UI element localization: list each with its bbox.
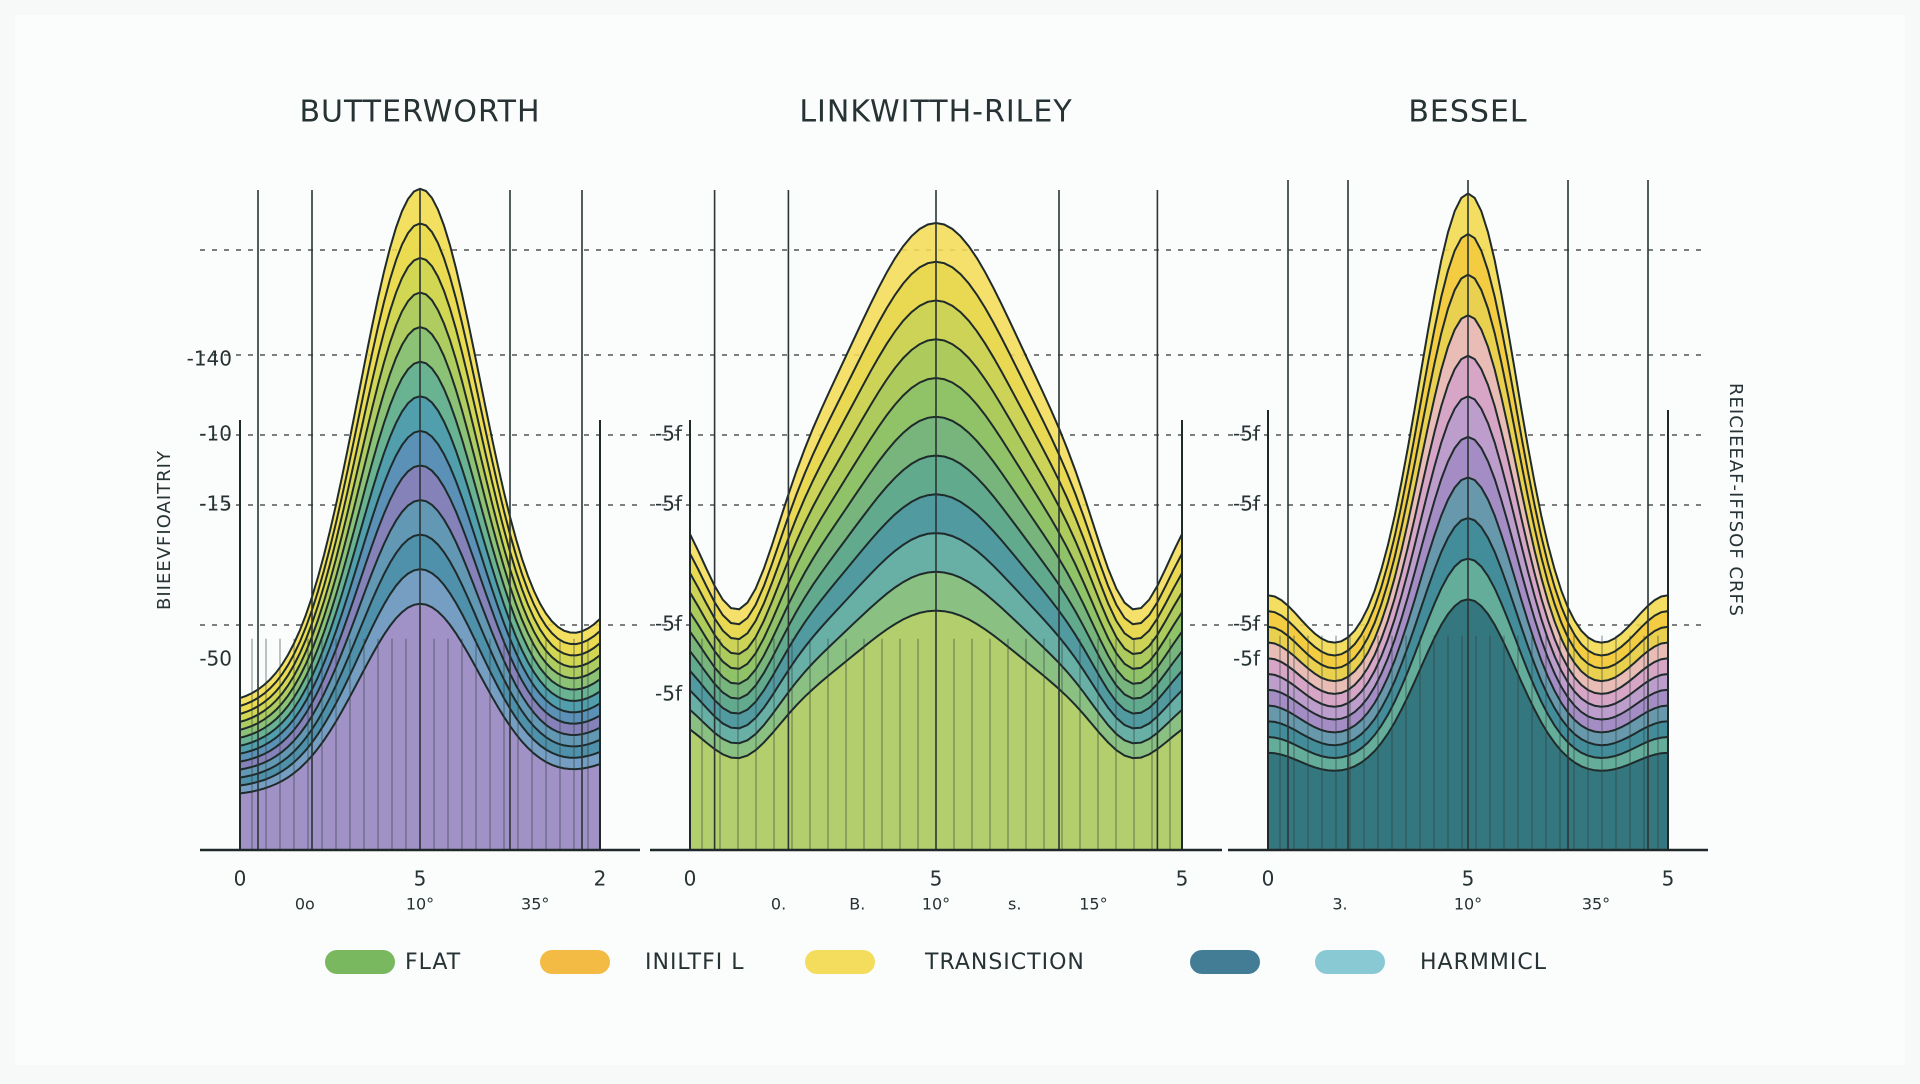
y-tick-label: -10 [199,422,232,446]
x-sublabel: 10° [1454,895,1482,914]
legend-swatch [1190,950,1260,974]
x-sublabel: 10° [922,895,950,914]
x-sublabel: 0. [771,895,786,914]
legend-label: HARMMICL [1420,950,1547,975]
y-axis-right: REICIEEAF-IFFSOF CRFS [1725,383,1746,617]
x-tick-label: 5 [1176,867,1189,891]
panel: BESSEL -5f -5f -5f -5f 0 5 5 3. 10° 35° [1228,95,1708,914]
x-sublabel: 15° [1079,895,1107,914]
y-tick-label: -5f [655,682,683,706]
panel: BUTTERWORTH -140 -10 -15 -50 0 5 2 0o 10° 35° [187,95,640,914]
x-sublabel: 10° [406,895,434,914]
y-tick-label: -140 [187,347,232,371]
panel-title: BESSEL [1408,95,1527,130]
legend-label: TRANSICTION [924,950,1085,975]
x-tick-label: 0 [234,867,247,891]
y-tick-label: -50 [199,647,232,671]
x-sublabel: 0o [295,895,315,914]
legend-swatch [805,950,875,974]
y-tick-label: -5f [655,422,683,446]
y-tick-label: -15 [199,492,232,516]
panel-title: BUTTERWORTH [299,95,540,130]
y-tick-label: -5f [1233,612,1261,636]
x-sublabel: B. [849,895,865,914]
y-axis-left: BIIEEVFIOAITRIY [154,450,175,610]
x-tick-label: 5 [1462,867,1475,891]
x-tick-label: 5 [1662,867,1675,891]
x-sublabel: 35° [1582,895,1610,914]
legend-label: INILTFI L [645,950,745,975]
legend-swatch [325,950,395,974]
panel: LINKWITTH-RILEY -5f -5f -5f -5f 0 5 5 0. B. 10° s. 1… [650,95,1222,914]
y-tick-label: -5f [1233,422,1261,446]
y-tick-label: -5f [1233,492,1261,516]
y-tick-label: -5f [655,612,683,636]
x-sublabel: s. [1008,895,1021,914]
y-tick-label: -5f [655,492,683,516]
legend-swatch [1315,950,1385,974]
x-tick-label: 2 [594,867,607,891]
legend-label: FLAT [405,950,461,975]
x-tick-label: 0 [684,867,697,891]
legend-swatch [540,950,610,974]
x-sublabel: 3. [1332,895,1347,914]
x-sublabel: 35° [521,895,549,914]
panel-title: LINKWITTH-RILEY [799,95,1072,130]
x-tick-label: 5 [930,867,943,891]
y-tick-label: -5f [1233,647,1261,671]
legend: FLAT INILTFI L TRANSICTION HARMMICL [325,950,1547,975]
x-tick-label: 0 [1262,867,1275,891]
x-tick-label: 5 [414,867,427,891]
